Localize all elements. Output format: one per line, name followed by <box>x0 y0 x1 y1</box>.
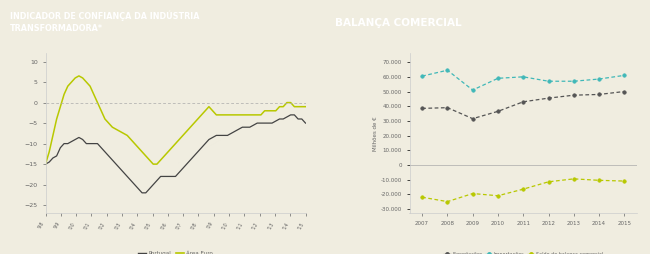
Legend: Portugal, Área Euro: Portugal, Área Euro <box>136 249 215 254</box>
Text: BALANÇA COMERCIAL: BALANÇA COMERCIAL <box>335 18 462 28</box>
Text: INDICADOR DE CONFIANÇA DA INDÚSTRIA
TRANSFORMADORA*: INDICADOR DE CONFIANÇA DA INDÚSTRIA TRAN… <box>10 11 199 33</box>
Y-axis label: Milhões de €: Milhões de € <box>373 116 378 151</box>
Legend: Exportações, Importações, Saldo de balança comercial: Exportações, Importações, Saldo de balan… <box>441 250 605 254</box>
